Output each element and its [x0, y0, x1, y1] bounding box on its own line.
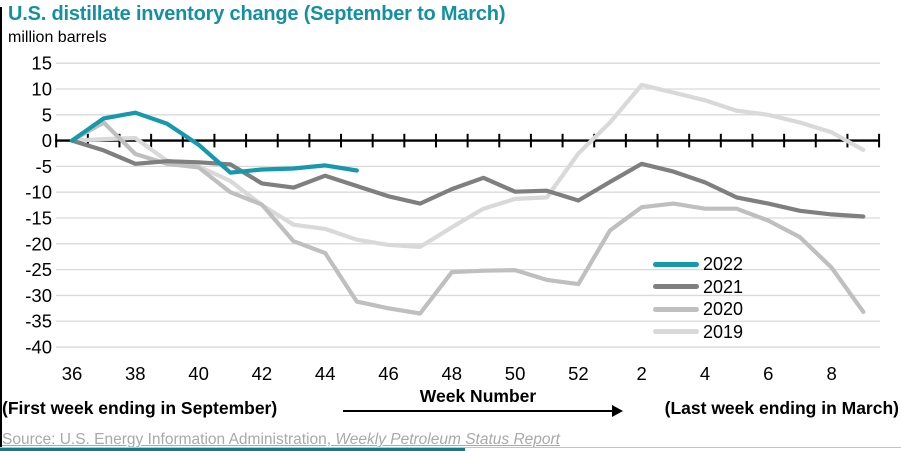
legend-label-2020: 2020 [703, 299, 744, 320]
x-axis-end-annotation: (Last week ending in March) [664, 398, 899, 418]
legend-item-2022: 2022 [653, 253, 743, 276]
svg-text:-10: -10 [25, 182, 52, 203]
legend-label-2019: 2019 [703, 321, 744, 342]
svg-text:40: 40 [188, 363, 209, 384]
source-citation: Source: U.S. Energy Information Administ… [2, 431, 560, 449]
svg-text:4: 4 [700, 363, 710, 384]
svg-text:38: 38 [125, 363, 146, 384]
svg-text:44: 44 [315, 363, 336, 384]
svg-text:6: 6 [763, 363, 773, 384]
bottom-divider-line [0, 447, 901, 448]
legend-swatch-2021 [653, 284, 699, 290]
timeline-arrow-head-icon [612, 405, 623, 417]
legend-item-2020: 2020 [653, 298, 743, 321]
svg-text:8: 8 [826, 363, 836, 384]
legend-swatch-2022 [653, 261, 699, 267]
chart-legend: 2022 2021 2020 2019 [653, 253, 743, 343]
svg-text:15: 15 [31, 53, 52, 74]
page-left-border [0, 7, 2, 448]
chart-title: U.S. distillate inventory change (Septem… [8, 3, 506, 25]
legend-swatch-2020 [653, 306, 699, 312]
legend-item-2021: 2021 [653, 276, 743, 299]
svg-text:-20: -20 [25, 233, 52, 254]
bottom-teal-bar [0, 448, 465, 451]
svg-text:50: 50 [505, 363, 526, 384]
svg-text:2: 2 [637, 363, 647, 384]
svg-text:-5: -5 [36, 156, 52, 177]
svg-text:-15: -15 [25, 208, 52, 229]
svg-text:-25: -25 [25, 259, 52, 280]
legend-swatch-2019 [653, 329, 699, 335]
svg-text:42: 42 [252, 363, 273, 384]
svg-text:5: 5 [42, 104, 52, 125]
svg-text:-40: -40 [25, 337, 52, 358]
svg-text:10: 10 [31, 78, 52, 99]
timeline-arrow-line [343, 410, 613, 412]
x-axis-title: Week Number [419, 386, 537, 406]
legend-label-2021: 2021 [703, 276, 744, 297]
x-axis-start-annotation: (First week ending in September) [2, 398, 278, 418]
svg-text:0: 0 [42, 130, 52, 151]
svg-text:48: 48 [442, 363, 463, 384]
legend-item-2019: 2019 [653, 321, 743, 344]
svg-text:52: 52 [568, 363, 589, 384]
svg-text:36: 36 [62, 363, 83, 384]
legend-label-2022: 2022 [703, 254, 744, 275]
source-prefix: Source: U.S. Energy Information Administ… [2, 431, 336, 448]
svg-text:-35: -35 [25, 311, 52, 332]
svg-text:-30: -30 [25, 285, 52, 306]
source-report-name: Weekly Petroleum Status Report [335, 431, 560, 448]
y-axis-units-label: million barrels [8, 29, 107, 46]
svg-text:46: 46 [378, 363, 399, 384]
